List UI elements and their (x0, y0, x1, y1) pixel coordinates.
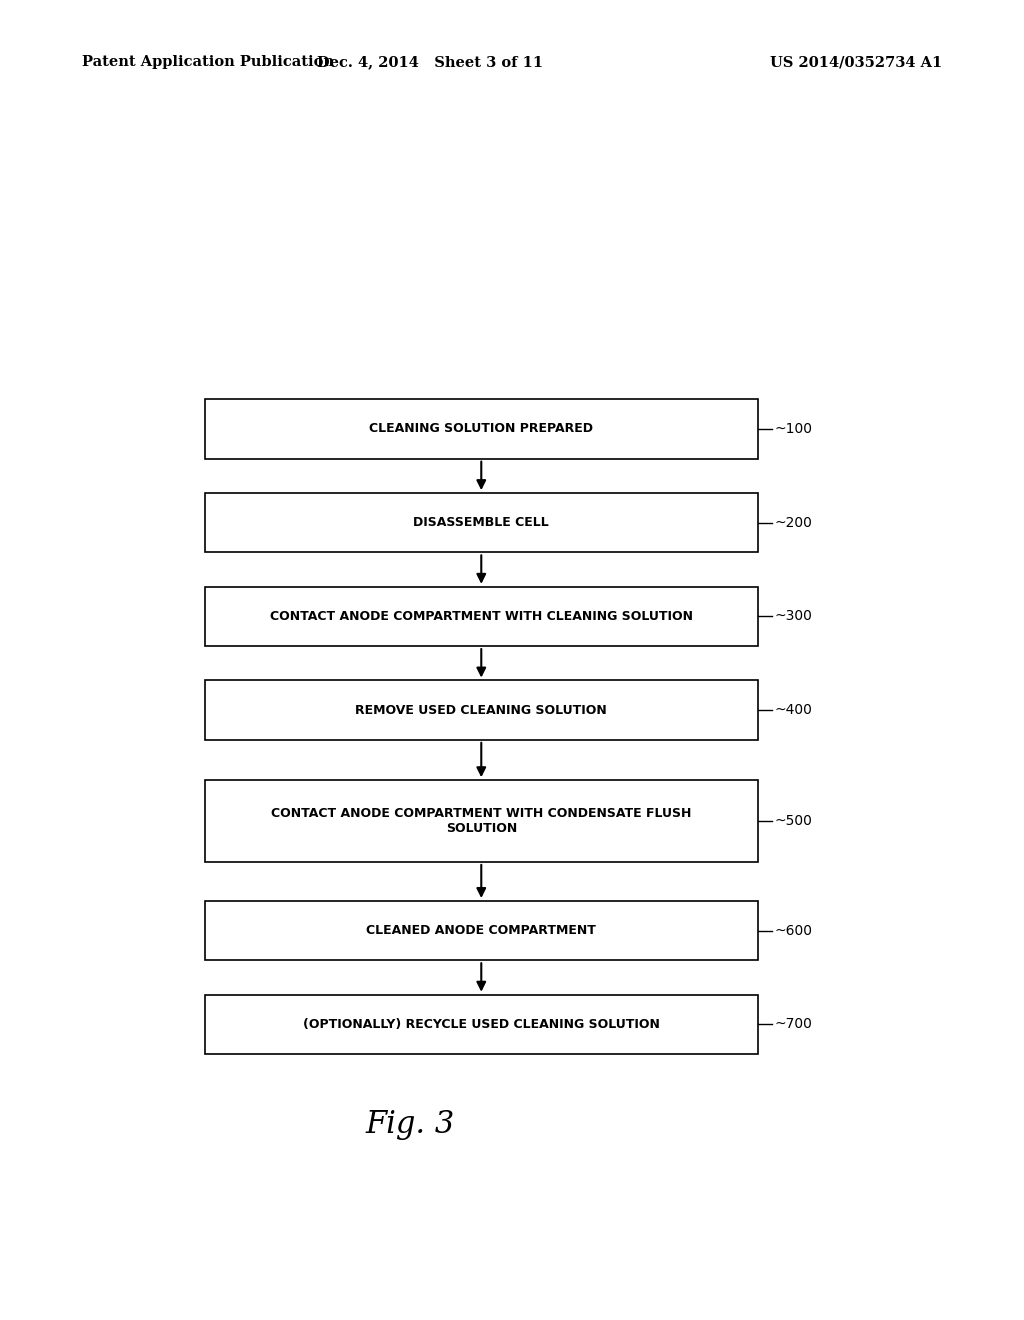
Text: REMOVE USED CLEANING SOLUTION: REMOVE USED CLEANING SOLUTION (355, 704, 607, 717)
Text: US 2014/0352734 A1: US 2014/0352734 A1 (770, 55, 942, 70)
Text: ~200: ~200 (774, 516, 812, 529)
Text: CLEANED ANODE COMPARTMENT: CLEANED ANODE COMPARTMENT (367, 924, 596, 937)
Text: DISASSEMBLE CELL: DISASSEMBLE CELL (414, 516, 549, 529)
Text: ~100: ~100 (774, 422, 812, 436)
Bar (205, 681, 758, 739)
Text: CONTACT ANODE COMPARTMENT WITH CLEANING SOLUTION: CONTACT ANODE COMPARTMENT WITH CLEANING … (269, 610, 693, 623)
Bar (205, 492, 758, 552)
Bar (205, 995, 758, 1053)
Text: ~400: ~400 (774, 704, 812, 717)
Text: Fig. 3: Fig. 3 (365, 1109, 455, 1140)
Text: ~300: ~300 (774, 610, 812, 623)
Bar (205, 399, 758, 458)
Text: CONTACT ANODE COMPARTMENT WITH CONDENSATE FLUSH
SOLUTION: CONTACT ANODE COMPARTMENT WITH CONDENSAT… (271, 807, 691, 836)
Text: CLEANING SOLUTION PREPARED: CLEANING SOLUTION PREPARED (370, 422, 593, 436)
Text: (OPTIONALLY) RECYCLE USED CLEANING SOLUTION: (OPTIONALLY) RECYCLE USED CLEANING SOLUT… (303, 1018, 659, 1031)
Text: Dec. 4, 2014   Sheet 3 of 11: Dec. 4, 2014 Sheet 3 of 11 (317, 55, 543, 70)
Bar (205, 902, 758, 961)
Text: ~700: ~700 (774, 1018, 812, 1031)
Bar (205, 780, 758, 862)
Text: Patent Application Publication: Patent Application Publication (82, 55, 334, 70)
Bar (205, 586, 758, 645)
Text: ~600: ~600 (774, 924, 812, 937)
Text: ~500: ~500 (774, 814, 812, 828)
